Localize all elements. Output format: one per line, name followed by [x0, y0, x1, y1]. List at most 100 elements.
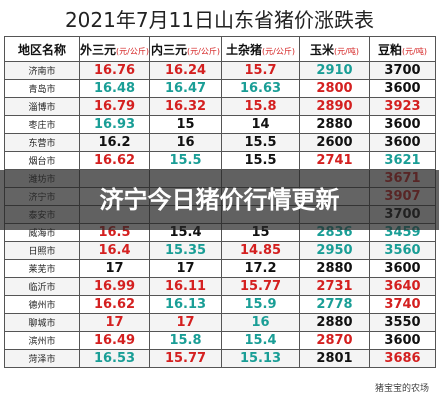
- table-row: 聊城市 17 17 16 2880 3550: [4, 313, 436, 332]
- price-cell: 3600: [369, 133, 436, 152]
- price-cell: 3560: [369, 241, 436, 260]
- table-row: 烟台市 16.62 15.5 15.5 2741 3621: [4, 151, 436, 170]
- price-cell: 16.24: [149, 61, 222, 80]
- header-name: 外三元: [80, 42, 117, 57]
- city-cell: 淄博市: [4, 97, 80, 116]
- header-unit: (元/公斤): [116, 46, 149, 56]
- city-cell: 莱芜市: [4, 259, 80, 278]
- price-cell: 16.11: [149, 277, 222, 296]
- price-cell: 15.7: [221, 61, 300, 80]
- price-cell: 3600: [369, 331, 436, 350]
- city-cell: 日照市: [4, 241, 80, 260]
- price-cell: 3621: [369, 151, 436, 170]
- price-cell: 15.8: [149, 331, 222, 350]
- price-cell: 15.5: [221, 151, 300, 170]
- table-row: 济南市 16.76 16.24 15.7 2910 3700: [4, 61, 436, 80]
- header-cell: 豆粕(元/吨): [369, 36, 436, 62]
- city-cell: 滨州市: [4, 331, 80, 350]
- header-name: 玉米: [310, 42, 335, 57]
- price-cell: 2910: [299, 61, 370, 80]
- price-cell: 16.2: [79, 133, 150, 152]
- price-cell: 17.2: [221, 259, 300, 278]
- table-row: 淄博市 16.79 16.32 15.8 2890 3923: [4, 97, 436, 116]
- header-cell: 玉米(元/吨): [299, 36, 370, 62]
- price-cell: 2880: [299, 259, 370, 278]
- header-unit: (元/公斤): [262, 46, 295, 56]
- price-cell: 3600: [369, 259, 436, 278]
- price-cell: 2731: [299, 277, 370, 296]
- city-cell: 枣庄市: [4, 115, 80, 134]
- price-cell: 16.13: [149, 295, 222, 314]
- price-cell: 15.8: [221, 97, 300, 116]
- price-cell: 16.62: [79, 151, 150, 170]
- city-cell: 东营市: [4, 133, 80, 152]
- price-cell: 16.53: [79, 349, 150, 368]
- table-row: 德州市 16.62 16.13 15.9 2778 3740: [4, 295, 436, 314]
- price-cell: 15.4: [221, 331, 300, 350]
- price-cell: 15.5: [221, 133, 300, 152]
- price-cell: 2950: [299, 241, 370, 260]
- price-cell: 2880: [299, 115, 370, 134]
- header-name: 土杂猪: [226, 42, 263, 57]
- price-cell: 3600: [369, 115, 436, 134]
- price-cell: 15.77: [149, 349, 222, 368]
- price-cell: 15.5: [149, 151, 222, 170]
- price-cell: 14.85: [221, 241, 300, 260]
- table-row: 临沂市 16.99 16.11 15.77 2731 3640: [4, 277, 436, 296]
- price-cell: 15.77: [221, 277, 300, 296]
- title: 2021年7月11日山东省猪价涨跌表: [64, 8, 375, 32]
- price-cell: 2880: [299, 313, 370, 332]
- price-cell: 15.13: [221, 349, 300, 368]
- price-cell: 3923: [369, 97, 436, 116]
- header-unit: (元/吨): [334, 46, 359, 56]
- price-cell: 2741: [299, 151, 370, 170]
- price-cell: 17: [149, 259, 222, 278]
- city-cell: 菏泽市: [4, 349, 80, 368]
- price-cell: 17: [79, 313, 150, 332]
- price-cell: 2801: [299, 349, 370, 368]
- table-row: 莱芜市 17 17 17.2 2880 3600: [4, 259, 436, 278]
- watermark: 猪宝宝的农场: [374, 384, 429, 394]
- header-cell: 土杂猪(元/公斤): [221, 36, 300, 62]
- price-cell: 16.62: [79, 295, 150, 314]
- price-cell: 16.93: [79, 115, 150, 134]
- price-cell: 3550: [369, 313, 436, 332]
- price-cell: 16: [221, 313, 300, 332]
- price-cell: 16.79: [79, 97, 150, 116]
- banner: 济宁今日猪价行情更新: [0, 170, 439, 230]
- city-cell: 烟台市: [4, 151, 80, 170]
- price-cell: 16.47: [149, 79, 222, 98]
- price-cell: 17: [149, 313, 222, 332]
- table-row: 滨州市 16.49 15.8 15.4 2870 3600: [4, 331, 436, 350]
- price-cell: 15.9: [221, 295, 300, 314]
- header-row: 地区名称 外三元(元/公斤) 内三元(元/公斤) 土杂猪(元/公斤) 玉米(元/吨) 豆粕…: [4, 36, 436, 62]
- price-cell: 16: [149, 133, 222, 152]
- header-cell: 地区名称: [4, 36, 80, 62]
- header-name: 豆粕: [378, 42, 403, 57]
- city-cell: 德州市: [4, 295, 80, 314]
- table-row: 青岛市 16.48 16.47 16.63 2800 3600: [4, 79, 436, 98]
- header-unit: (元/吨): [402, 46, 427, 56]
- price-cell: 16.32: [149, 97, 222, 116]
- price-cell: 3686: [369, 349, 436, 368]
- price-cell: 3640: [369, 277, 436, 296]
- price-cell: 2890: [299, 97, 370, 116]
- price-cell: 2870: [299, 331, 370, 350]
- city-cell: 聊城市: [4, 313, 80, 332]
- price-cell: 16.76: [79, 61, 150, 80]
- price-cell: 3700: [369, 61, 436, 80]
- price-cell: 15.35: [149, 241, 222, 260]
- header-name: 内三元: [151, 42, 188, 57]
- price-cell: 2800: [299, 79, 370, 98]
- table-row: 菏泽市 16.53 15.77 15.13 2801 3686: [4, 349, 436, 368]
- price-cell: 17: [79, 259, 150, 278]
- price-cell: 16.48: [79, 79, 150, 98]
- price-cell: 16.4: [79, 241, 150, 260]
- table-row: 日照市 16.4 15.35 14.85 2950 3560: [4, 241, 436, 260]
- city-cell: 济南市: [4, 61, 80, 80]
- city-cell: 临沂市: [4, 277, 80, 296]
- table-row: 东营市 16.2 16 15.5 2600 3600: [4, 133, 436, 152]
- price-cell: 16.63: [221, 79, 300, 98]
- table-row: 枣庄市 16.93 15 14 2880 3600: [4, 115, 436, 134]
